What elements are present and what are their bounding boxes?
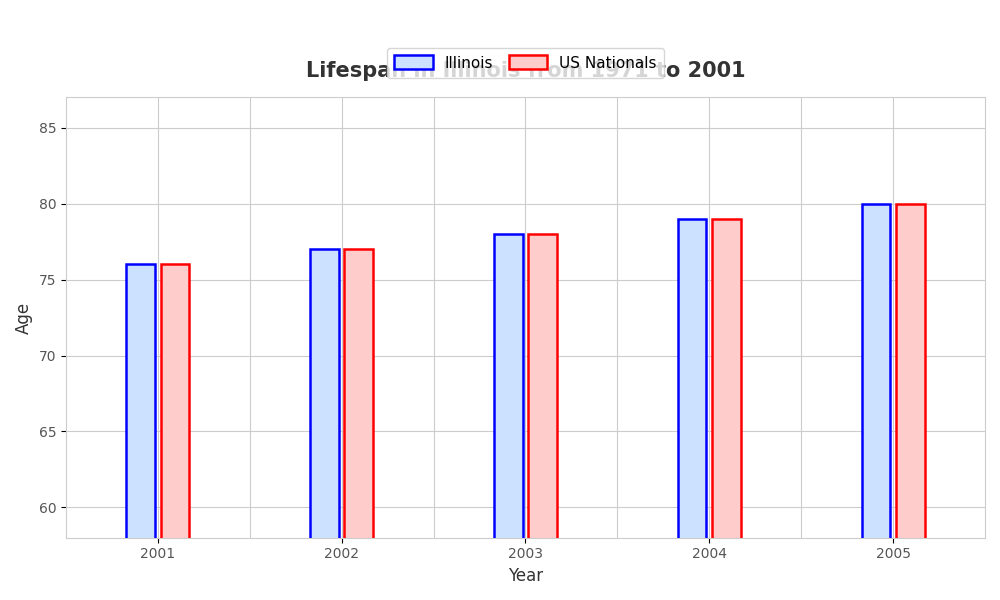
Title: Lifespan in Illinois from 1971 to 2001: Lifespan in Illinois from 1971 to 2001 [306, 61, 745, 80]
X-axis label: Year: Year [508, 567, 543, 585]
Bar [310, 249, 339, 600]
Bar [126, 265, 155, 600]
Bar [678, 219, 706, 600]
Bar [862, 204, 890, 600]
Bar [494, 234, 523, 600]
Bar [528, 234, 557, 600]
Bar [712, 219, 741, 600]
Legend: Illinois, US Nationals: Illinois, US Nationals [387, 48, 664, 78]
Y-axis label: Age: Age [15, 302, 33, 334]
Bar [161, 265, 189, 600]
Bar [896, 204, 925, 600]
Bar [344, 249, 373, 600]
